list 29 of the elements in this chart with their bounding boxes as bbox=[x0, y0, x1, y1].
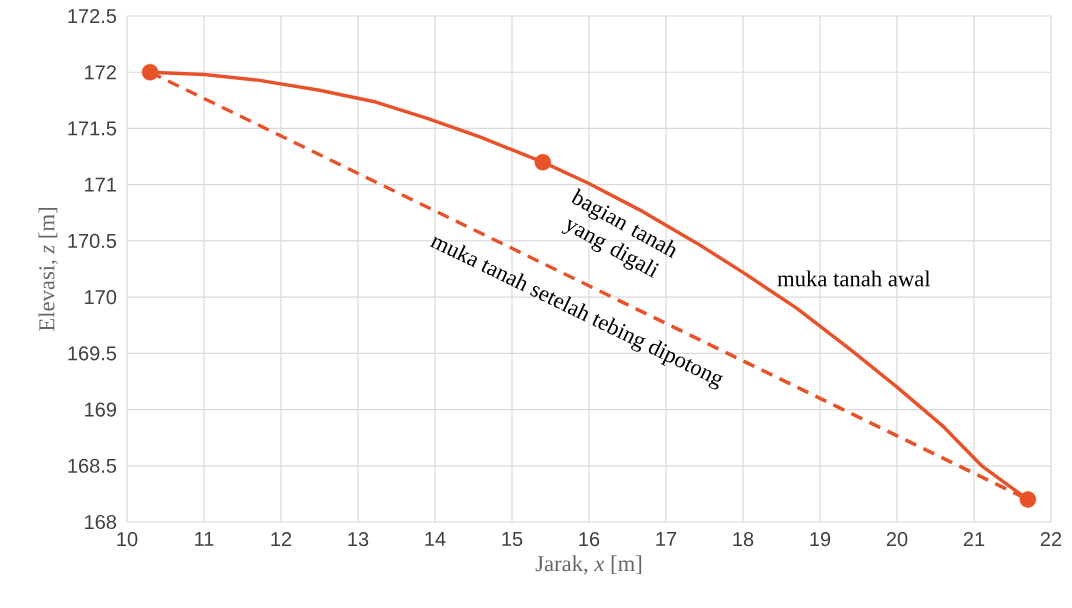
x-tick-label: 17 bbox=[656, 532, 677, 546]
y-axis-title: Elevasi, z [m] bbox=[38, 208, 58, 331]
x-tick-label: 19 bbox=[810, 532, 831, 547]
y-tick-label: 171 bbox=[85, 177, 116, 192]
y-tick-label: 170 bbox=[85, 290, 117, 305]
series-label: muka tanah awal bbox=[777, 270, 931, 287]
x-axis-title: Jarak, x [m] bbox=[535, 555, 642, 575]
x-tick-label: 13 bbox=[348, 532, 369, 547]
y-tick-label: 171.5 bbox=[68, 121, 117, 136]
x-tick-label: 16 bbox=[579, 532, 600, 547]
x-tick-label: 14 bbox=[425, 532, 446, 546]
y-tick-label: 172 bbox=[85, 65, 116, 80]
y-tick-label: 172.5 bbox=[68, 8, 117, 24]
point bbox=[1019, 491, 1037, 508]
y-tick-label: 169 bbox=[85, 402, 116, 417]
point bbox=[534, 153, 552, 171]
y-tick-label: 170.5 bbox=[68, 233, 117, 248]
x-tick-label: 21 bbox=[963, 532, 985, 547]
x-tick-label: 22 bbox=[1040, 532, 1062, 547]
y-tick-label: 168 bbox=[85, 514, 117, 530]
x-tick-label: 11 bbox=[195, 532, 214, 546]
x-tick-label: 12 bbox=[271, 532, 292, 547]
x-tick-label: 18 bbox=[733, 532, 754, 547]
point bbox=[141, 63, 159, 81]
y-tick-label: 169.5 bbox=[68, 346, 117, 361]
x-tick-label: 15 bbox=[502, 532, 523, 546]
x-tick-label: 20 bbox=[886, 532, 908, 547]
x-tick-label: 10 bbox=[117, 532, 138, 547]
y-tick-label: 168.5 bbox=[68, 458, 117, 473]
